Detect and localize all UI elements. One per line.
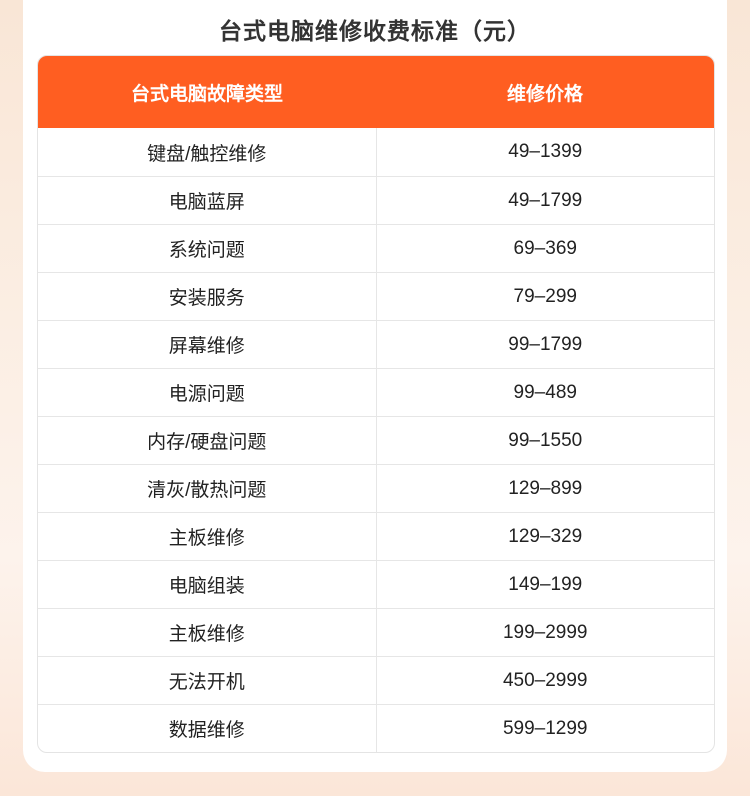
- price-card: 台式电脑维修收费标准（元） 台式电脑故障类型 维修价格 键盘/触控维修 49–13…: [23, 0, 727, 772]
- price-table: 台式电脑故障类型 维修价格 键盘/触控维修 49–1399 电脑蓝屏 49–1799 系…: [37, 55, 715, 753]
- table-row: 主板维修 199–2999: [38, 608, 714, 656]
- table-row: 内存/硬盘问题 99–1550: [38, 416, 714, 464]
- fault-type-cell: 电脑蓝屏: [38, 177, 377, 224]
- table-row: 安装服务 79–299: [38, 272, 714, 320]
- table-row: 电源问题 99–489: [38, 368, 714, 416]
- fault-type-cell: 电脑组装: [38, 561, 377, 608]
- fault-type-cell: 主板维修: [38, 513, 377, 560]
- fault-type-cell: 系统问题: [38, 225, 377, 272]
- table-row: 数据维修 599–1299: [38, 704, 714, 752]
- fault-type-cell: 安装服务: [38, 273, 377, 320]
- table-header: 台式电脑故障类型 维修价格: [38, 56, 714, 128]
- fault-type-cell: 内存/硬盘问题: [38, 417, 377, 464]
- price-cell: 99–1799: [508, 333, 583, 355]
- fault-type-cell: 清灰/散热问题: [38, 465, 377, 512]
- price-cell: 99–489: [513, 381, 577, 403]
- price-cell: 149–199: [508, 573, 583, 595]
- table-row: 清灰/散热问题 129–899: [38, 464, 714, 512]
- page-title: 台式电脑维修收费标准（元）: [219, 18, 531, 44]
- fault-type-cell: 数据维修: [38, 705, 377, 752]
- price-cell: 199–2999: [502, 621, 588, 643]
- table-row: 系统问题 69–369: [38, 224, 714, 272]
- price-cell: 79–299: [513, 285, 577, 307]
- header-price: 维修价格: [506, 83, 583, 105]
- table-row: 无法开机 450–2999: [38, 656, 714, 704]
- price-cell: 129–899: [508, 477, 583, 499]
- price-cell: 129–329: [508, 525, 583, 547]
- table-row: 屏幕维修 99–1799: [38, 320, 714, 368]
- header-fault-type: 台式电脑故障类型: [130, 83, 283, 105]
- table-row: 电脑组装 149–199: [38, 560, 714, 608]
- price-cell: 49–1799: [508, 189, 583, 211]
- fault-type-cell: 电源问题: [38, 369, 377, 416]
- table-row: 主板维修 129–329: [38, 512, 714, 560]
- table-row: 电脑蓝屏 49–1799: [38, 176, 714, 224]
- price-cell: 450–2999: [502, 669, 588, 691]
- price-cell: 599–1299: [502, 717, 588, 739]
- price-cell: 49–1399: [508, 141, 583, 162]
- fault-type-cell: 主板维修: [38, 609, 377, 656]
- price-cell: 99–1550: [508, 429, 583, 451]
- table-row: 键盘/触控维修 49–1399: [38, 128, 714, 176]
- fault-type-cell: 无法开机: [38, 657, 377, 704]
- fault-type-cell: 键盘/触控维修: [38, 128, 377, 176]
- fault-type-cell: 屏幕维修: [38, 321, 377, 368]
- price-cell: 69–369: [513, 237, 577, 259]
